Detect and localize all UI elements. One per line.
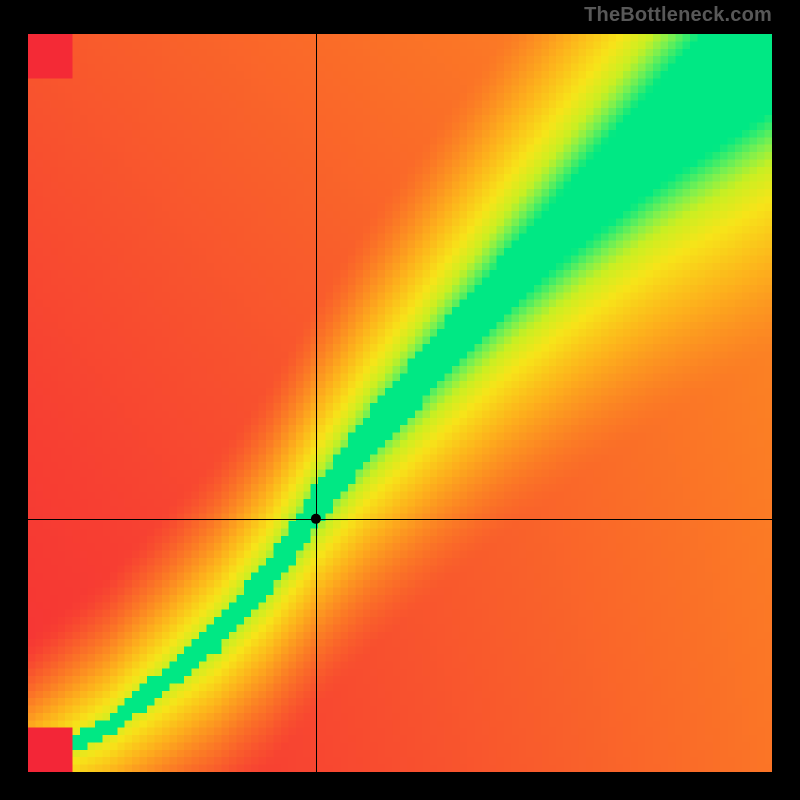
watermark-text: TheBottleneck.com xyxy=(584,4,772,27)
crosshair-overlay xyxy=(28,34,772,772)
chart-frame: { "watermark": { "text": "TheBottleneck.… xyxy=(0,0,800,800)
